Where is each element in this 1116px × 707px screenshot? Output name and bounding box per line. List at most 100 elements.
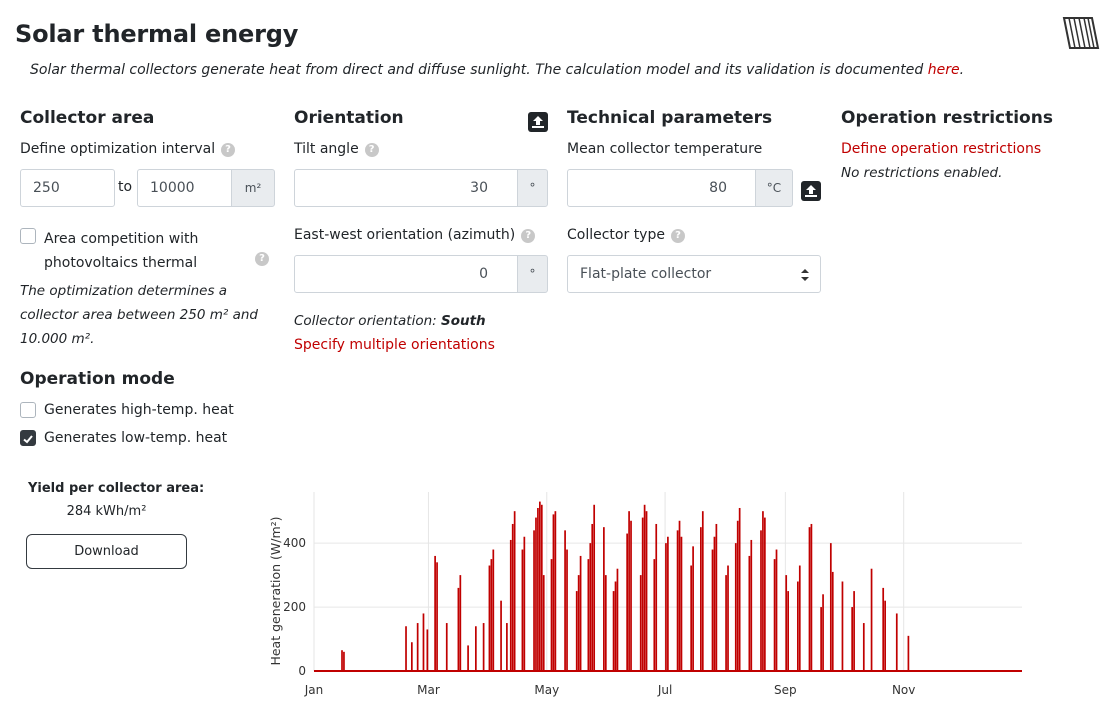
- x-tick-label: Mar: [417, 683, 440, 697]
- chart-bar: [713, 536, 716, 671]
- restrictions-heading: Operation restrictions: [841, 108, 1053, 128]
- x-tick-label: Nov: [892, 683, 915, 697]
- orientation-summary-prefix: Collector orientation:: [294, 313, 441, 329]
- x-tick-label: May: [534, 683, 559, 697]
- upload-temperature-button[interactable]: [801, 181, 821, 201]
- chart-bar: [457, 587, 460, 671]
- chart-bar: [521, 549, 524, 671]
- tilt-angle-input[interactable]: 30 °: [294, 169, 548, 207]
- chart-bar: [533, 530, 535, 671]
- chart-bar: [405, 626, 407, 671]
- high-temp-checkbox[interactable]: [20, 402, 36, 418]
- chart-bar: [564, 530, 566, 671]
- to-label: to: [118, 179, 133, 195]
- collector-type-value: Flat-plate collector: [580, 266, 712, 282]
- chart-bar: [579, 555, 582, 671]
- chart-bar: [410, 642, 413, 671]
- collector-temp-input[interactable]: 80 °C: [567, 169, 793, 207]
- optimization-interval-label: Define optimization interval?: [20, 141, 236, 157]
- page-title: Solar thermal energy: [15, 20, 299, 48]
- collector-temp-label: Mean collector temperature: [567, 141, 763, 157]
- azimuth-text: East-west orientation (azimuth): [294, 227, 516, 243]
- chart-bar: [822, 594, 824, 671]
- azimuth-label: East-west orientation (azimuth)?: [294, 227, 536, 243]
- documentation-link[interactable]: here: [927, 62, 960, 78]
- area-note-line-2: collector area between 250 m² and: [20, 307, 258, 323]
- chart-bar: [616, 568, 619, 671]
- chart-bar: [853, 591, 855, 671]
- chart-bar: [575, 591, 578, 671]
- yield-value: 284 kWh/m²: [66, 504, 147, 519]
- upload-orientation-button[interactable]: [528, 112, 548, 132]
- chart-bar: [506, 623, 508, 671]
- upload-icon: [532, 116, 544, 128]
- chart-bar: [798, 565, 801, 671]
- chart-bar: [445, 623, 448, 671]
- chart-bar: [537, 507, 539, 671]
- chart-bar: [554, 511, 557, 671]
- chart-bar: [523, 536, 526, 671]
- azimuth-value: 0: [479, 266, 488, 282]
- technical-heading: Technical parameters: [567, 108, 773, 128]
- tilt-angle-unit: °: [517, 169, 548, 207]
- collector-type-text: Collector type: [567, 227, 665, 243]
- tilt-angle-text: Tilt angle: [294, 141, 359, 157]
- help-icon[interactable]: ?: [364, 143, 379, 157]
- chart-bar: [589, 543, 592, 671]
- chart-ticks: Jan Mar May Jul Sep Nov 0 200 400: [283, 536, 915, 697]
- chart-bar: [653, 559, 656, 671]
- azimuth-input[interactable]: 0 °: [294, 255, 548, 293]
- chart-bar: [692, 546, 694, 671]
- high-temp-label: Generates high-temp. heat: [44, 402, 234, 418]
- x-tick-label: Sep: [774, 683, 797, 697]
- chart-bar: [645, 511, 648, 671]
- chart-bar: [736, 520, 739, 671]
- chart-bar: [750, 539, 753, 671]
- chart-bar: [626, 533, 629, 671]
- chart-bar: [773, 559, 776, 671]
- low-temp-checkbox[interactable]: [20, 430, 36, 446]
- page-subtitle: Solar thermal collectors generate heat f…: [30, 62, 964, 78]
- chart-bar: [630, 520, 632, 671]
- check-icon: [23, 435, 33, 444]
- help-icon[interactable]: ?: [255, 252, 269, 266]
- area-competition-line-2: photovoltaics thermal: [44, 255, 198, 271]
- help-icon[interactable]: ?: [221, 143, 236, 157]
- chart-bar: [775, 549, 778, 671]
- collector-type-label: Collector type?: [567, 227, 685, 243]
- chart-bar: [550, 559, 553, 671]
- chart-bar: [725, 575, 727, 671]
- help-icon[interactable]: ?: [670, 229, 685, 243]
- define-restrictions-link[interactable]: Define operation restrictions: [841, 141, 1042, 157]
- y-tick-label: 400: [283, 536, 306, 550]
- chart-bar: [796, 581, 799, 671]
- chart-bar: [535, 517, 537, 671]
- multiple-orientations-link[interactable]: Specify multiple orientations: [294, 337, 495, 353]
- x-tick-label: Jan: [304, 683, 324, 697]
- area-note-line-3: 10.000 m².: [20, 331, 95, 347]
- area-unit: m²: [231, 169, 275, 207]
- area-min-input[interactable]: 250: [20, 169, 115, 207]
- chart-bar: [882, 587, 885, 671]
- chart-bar: [667, 536, 669, 671]
- tilt-angle-label: Tilt angle?: [294, 141, 379, 157]
- collector-temp-unit: °C: [755, 169, 793, 207]
- subtitle-text: Solar thermal collectors generate heat f…: [30, 62, 928, 78]
- solar-collector-icon: [1062, 16, 1100, 50]
- area-max-input[interactable]: 10000 m²: [137, 169, 275, 207]
- x-tick-label: Jul: [657, 683, 672, 697]
- chart-bar: [467, 645, 469, 671]
- chart-bar: [690, 565, 693, 671]
- help-icon[interactable]: ?: [521, 229, 536, 243]
- collector-type-select[interactable]: Flat-plate collector: [567, 255, 821, 293]
- chart-bar: [509, 539, 512, 671]
- chart-bar: [643, 504, 646, 671]
- download-button[interactable]: Download: [26, 534, 187, 569]
- chart-bar: [434, 555, 436, 671]
- chart-bar: [511, 523, 514, 671]
- chart-bar: [810, 523, 813, 671]
- chart-bar: [552, 514, 555, 671]
- area-competition-checkbox[interactable]: [20, 228, 36, 244]
- restrictions-status: No restrictions enabled.: [841, 165, 1003, 181]
- chart-bar: [829, 543, 832, 671]
